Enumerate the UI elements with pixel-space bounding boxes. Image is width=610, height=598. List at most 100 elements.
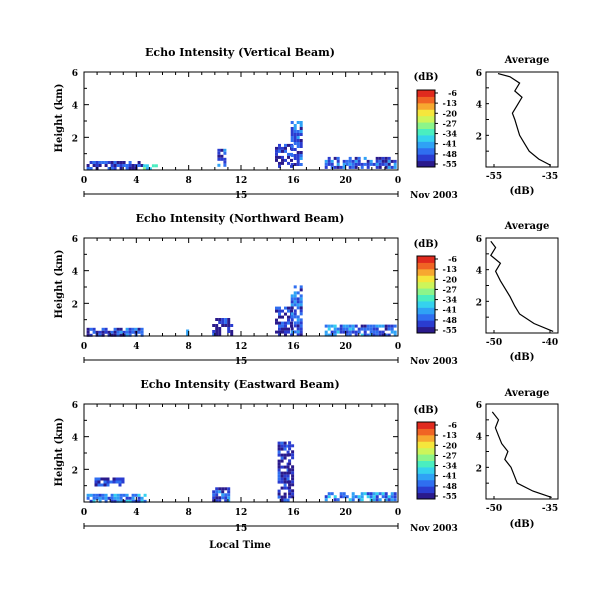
echo-cell: [369, 498, 373, 502]
average-profile-plot: 2 4 6 -50 -35: [476, 401, 559, 514]
echo-cell: [296, 315, 300, 319]
echo-cell: [284, 333, 287, 337]
echo-cell: [375, 333, 379, 337]
echo-cell: [372, 330, 376, 334]
echo-cell: [122, 164, 126, 167]
average-title: Average: [504, 221, 550, 232]
colorbar-tick-label: -13: [443, 430, 458, 440]
colorbar-segment: [417, 256, 435, 263]
y-axis-label: Height (km): [54, 84, 65, 153]
echo-cell: [354, 333, 358, 337]
echo-cell: [384, 165, 388, 169]
echo-cell: [145, 167, 149, 171]
echo-cell: [384, 492, 388, 496]
echo-cell: [217, 151, 221, 155]
echo-cell: [277, 453, 281, 457]
echo-cell: [348, 330, 352, 334]
echo-cell: [278, 309, 281, 313]
echo-cell: [215, 490, 219, 494]
echo-cell: [378, 156, 382, 160]
echo-cell: [134, 493, 138, 497]
echo-cell: [390, 498, 394, 502]
echo-cell: [131, 499, 135, 503]
echo-cell: [291, 465, 295, 469]
echo-cell: [221, 490, 225, 494]
echo-cell: [369, 162, 373, 166]
echo-cell: [230, 330, 234, 333]
echo-cell: [345, 495, 349, 499]
echo-region: [94, 477, 125, 487]
echo-cell: [375, 165, 379, 169]
echo-cell: [299, 130, 303, 133]
colorbar-tick-label: -48: [443, 315, 458, 325]
echo-cell: [89, 161, 93, 164]
echo-cell: [95, 164, 99, 167]
echo-cell: [113, 499, 117, 503]
echo-cell: [296, 321, 300, 325]
echo-cell: [86, 167, 90, 170]
echo-cell: [281, 321, 284, 325]
echo-cell: [288, 468, 292, 472]
echo-cell: [110, 333, 114, 337]
average-y-tick-label: 4: [476, 101, 482, 111]
echo-cell: [324, 165, 328, 169]
echo-cell: [351, 492, 355, 496]
echo-cell: [348, 498, 352, 502]
echo-cell: [327, 162, 331, 166]
echo-cell: [293, 142, 297, 145]
echo-cell: [104, 161, 108, 164]
echo-cell: [290, 154, 294, 157]
echo-cell: [293, 133, 297, 136]
x-tick-label: 0: [395, 342, 401, 352]
echo-cell: [291, 492, 295, 496]
echo-cell: [224, 487, 228, 491]
echo-cell: [119, 164, 123, 167]
echo-cell: [293, 130, 297, 133]
echo-cell: [221, 487, 225, 491]
echo-cell: [112, 480, 116, 484]
echo-cell: [366, 492, 370, 496]
echo-cell: [278, 143, 281, 147]
echo-cell: [342, 165, 346, 169]
echo-cell: [221, 318, 225, 321]
echo-cell: [357, 162, 361, 166]
echo-cell: [291, 450, 295, 454]
x-tick-label: 16: [287, 342, 300, 352]
echo-cell: [293, 312, 297, 316]
echo-cell: [277, 441, 281, 445]
echo-cell: [278, 321, 281, 325]
echo-cell: [278, 324, 281, 328]
echo-cell: [299, 321, 303, 325]
echo-cell: [287, 321, 290, 325]
echo-cell: [281, 161, 284, 165]
echo-cell: [215, 493, 219, 497]
colorbar-tick-label: -55: [443, 491, 457, 501]
echo-cell: [290, 303, 294, 307]
echo-cell: [384, 156, 388, 160]
echo-region: [324, 156, 397, 169]
echo-cell: [336, 330, 340, 334]
echo-cell: [107, 496, 111, 500]
echo-cell: [384, 498, 388, 502]
colorbar-segment: [417, 141, 435, 149]
echo-cell: [390, 495, 394, 499]
echo-cell: [98, 493, 102, 497]
echo-cell: [354, 159, 358, 163]
echo-cell: [110, 493, 114, 497]
echo-cell: [390, 492, 394, 496]
echo-cell: [283, 495, 287, 499]
echo-cell: [284, 321, 287, 325]
echo-cell: [293, 148, 297, 151]
echo-cell: [369, 159, 373, 163]
y-tick-label: 4: [72, 268, 78, 278]
echo-cell: [327, 333, 331, 337]
echo-cell: [283, 477, 287, 481]
average-x-label: (dB): [510, 519, 535, 530]
colorbar-tick-label: -20: [443, 440, 458, 450]
echo-cell: [278, 333, 281, 337]
echo-cell: [286, 477, 290, 481]
panel-vertical: Echo Intensity (Vertical Beam) Height (k…: [54, 46, 559, 201]
echo-cell: [98, 333, 102, 337]
echo-cell: [324, 330, 328, 334]
echo-cell: [118, 477, 122, 481]
